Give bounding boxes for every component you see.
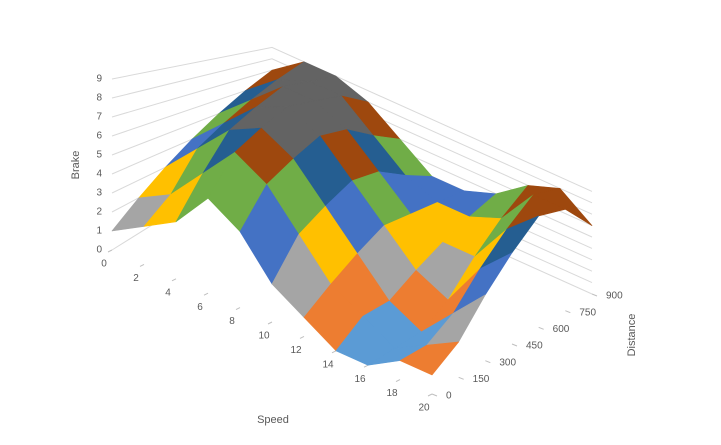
y-tick-label: 900 (606, 291, 623, 302)
y-tick (511, 343, 518, 347)
x-tick-label: 4 (165, 287, 171, 298)
x-tick (331, 350, 337, 354)
y-tick-label: 750 (579, 307, 596, 318)
x-tick (363, 364, 369, 368)
x-tick (267, 321, 273, 325)
y-tick (591, 293, 598, 297)
y-tick (458, 376, 464, 380)
z-tick-label: 4 (96, 169, 102, 180)
y-tick-label: 300 (499, 357, 516, 368)
z-tick-label: 1 (96, 226, 102, 237)
x-tick-label: 2 (133, 273, 139, 284)
x-tick (107, 249, 113, 253)
z-tick-label: 2 (96, 207, 102, 218)
y-tick-label: 0 (446, 391, 452, 402)
z-tick-label: 3 (96, 188, 102, 199)
x-tick-label: 18 (386, 388, 398, 399)
x-tick (171, 278, 177, 282)
y-axis-title: Distance (626, 314, 638, 357)
z-tick-label: 7 (96, 112, 102, 123)
x-tick (299, 335, 305, 339)
grid-line (111, 46, 593, 192)
y-tick-label: 600 (553, 324, 570, 335)
x-axis-title: Speed (257, 414, 289, 426)
x-tick (139, 263, 145, 267)
z-tick-label: 9 (96, 74, 102, 85)
x-tick (203, 292, 209, 296)
x-tick (235, 307, 241, 311)
z-tick-label: 6 (96, 131, 102, 142)
y-tick-label: 450 (526, 341, 543, 352)
x-tick-label: 6 (197, 302, 203, 313)
grid-line (111, 58, 593, 204)
x-tick (427, 393, 433, 397)
x-tick-label: 0 (101, 259, 107, 270)
y-tick (565, 310, 571, 314)
x-tick (395, 379, 401, 383)
y-tick (485, 360, 491, 364)
surface-patch (399, 341, 460, 376)
x-tick-label: 8 (229, 316, 235, 327)
z-tick-label: 0 (96, 245, 102, 256)
z-tick-label: 5 (96, 150, 102, 161)
x-tick-label: 16 (354, 374, 366, 385)
x-tick-label: 20 (418, 403, 430, 414)
y-tick-label: 150 (473, 374, 490, 385)
y-tick (431, 393, 438, 397)
y-tick (538, 326, 544, 330)
z-axis-title: Brake (70, 151, 82, 180)
x-tick-label: 10 (258, 331, 270, 342)
x-tick-label: 14 (322, 359, 334, 370)
x-tick-label: 12 (290, 345, 302, 356)
z-tick-label: 8 (96, 93, 102, 104)
